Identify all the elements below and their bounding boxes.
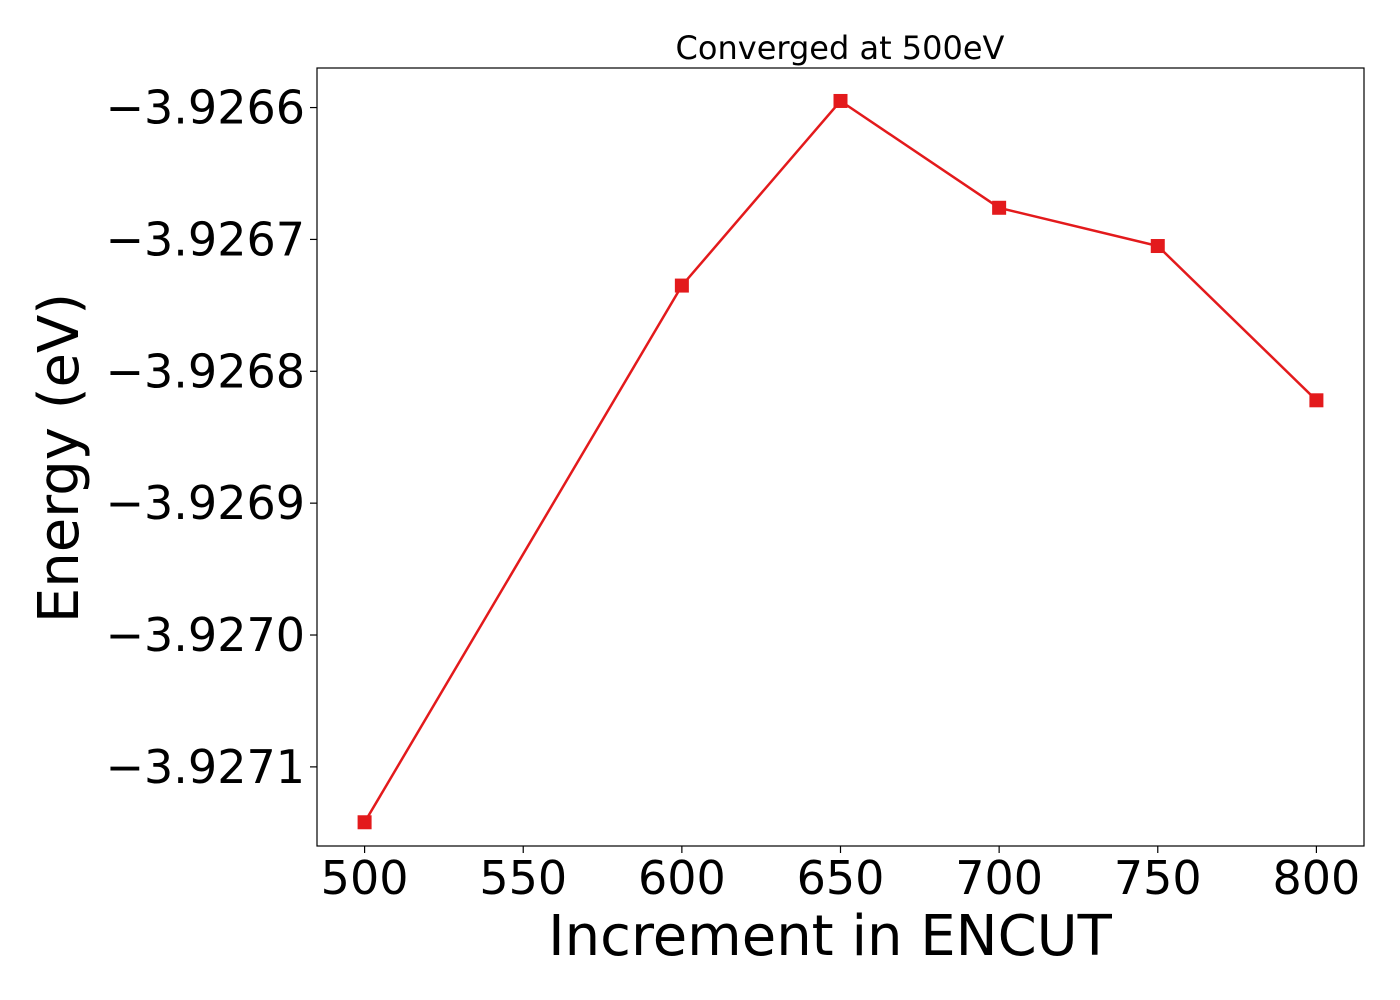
data-point-marker bbox=[674, 278, 689, 293]
data-point-marker bbox=[833, 93, 848, 108]
series-layer bbox=[357, 93, 1324, 830]
x-tick-label: 600 bbox=[638, 851, 726, 905]
data-point-marker bbox=[1150, 239, 1165, 254]
y-tick-label: −3.9268 bbox=[106, 344, 306, 398]
data-point-marker bbox=[992, 200, 1007, 215]
y-tick-label: −3.9269 bbox=[106, 476, 306, 530]
chart-title: Converged at 500eV bbox=[676, 29, 1005, 67]
x-axis-label: Increment in ENCUT bbox=[548, 904, 1113, 969]
x-tick-label: 800 bbox=[1273, 851, 1361, 905]
y-tick-label: −3.9270 bbox=[106, 608, 306, 662]
data-point-marker bbox=[357, 815, 372, 830]
data-point-marker bbox=[1309, 393, 1324, 408]
x-axis: 500 550 600 650 700 750 800 bbox=[321, 846, 1361, 905]
y-tick-label: −3.9271 bbox=[106, 740, 306, 794]
y-tick-label: −3.9266 bbox=[106, 81, 306, 135]
series-line bbox=[363, 99, 1318, 823]
x-tick-label: 750 bbox=[1114, 851, 1202, 905]
y-axis-label: Energy (eV) bbox=[27, 293, 92, 623]
y-tick-label: −3.9267 bbox=[106, 212, 306, 266]
x-tick-label: 700 bbox=[955, 851, 1043, 905]
y-axis: −3.9266 −3.9267 −3.9268 −3.9269 −3.9270 −3.92… bbox=[106, 81, 317, 794]
x-tick-label: 500 bbox=[321, 851, 409, 905]
x-tick-label: 550 bbox=[479, 851, 567, 905]
x-tick-label: 650 bbox=[797, 851, 885, 905]
plot-area bbox=[316, 67, 1365, 847]
